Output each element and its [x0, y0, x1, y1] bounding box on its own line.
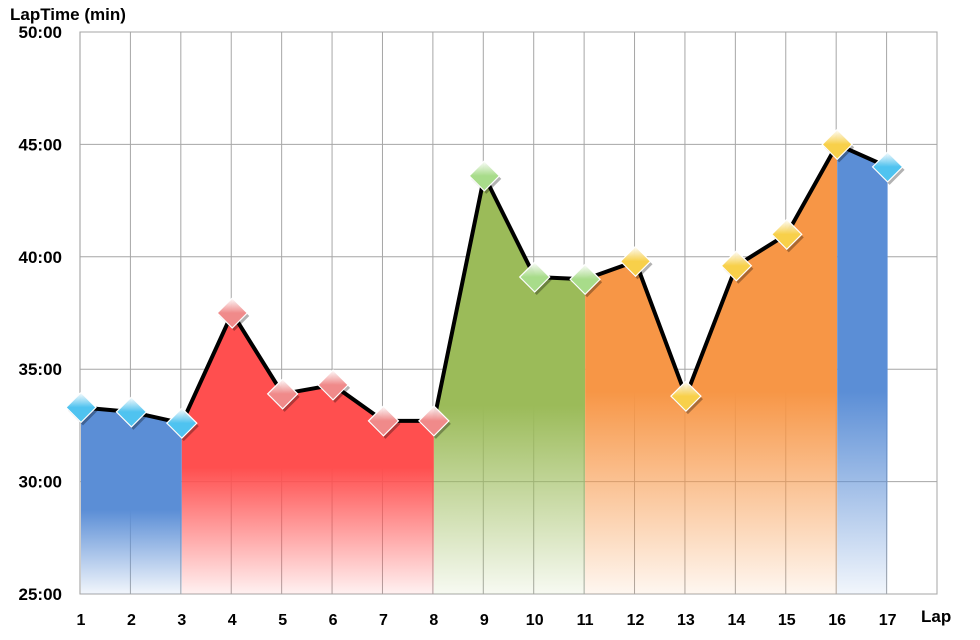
area-segment — [585, 144, 838, 594]
data-point-marker — [619, 245, 652, 278]
x-tick-label: 11 — [577, 612, 594, 629]
area-segment — [837, 144, 888, 594]
y-axis-title: LapTime (min) — [10, 5, 126, 24]
y-tick-label: 45:00 — [19, 135, 62, 154]
x-tick-label: 3 — [177, 612, 186, 629]
y-tick-label: 25:00 — [19, 585, 62, 604]
data-point-marker — [115, 396, 148, 428]
data-point-marker — [871, 151, 904, 183]
x-tick-label: 4 — [228, 612, 237, 629]
x-tick-label: 10 — [526, 612, 544, 629]
x-tick-label: 12 — [627, 612, 645, 629]
data-point-marker — [468, 160, 501, 192]
data-point-marker — [317, 369, 349, 401]
area-segment — [181, 313, 434, 594]
data-point-marker — [418, 405, 450, 437]
x-tick-label: 8 — [429, 612, 438, 629]
x-tick-label: 17 — [879, 612, 897, 629]
x-tick-label: 14 — [727, 612, 745, 629]
x-tick-label: 16 — [828, 612, 846, 629]
x-tick-label: 6 — [329, 612, 338, 629]
x-axis-title: Lap — [921, 607, 952, 626]
data-point-marker — [367, 405, 400, 437]
x-tick-label: 2 — [127, 612, 136, 629]
x-tick-label: 15 — [778, 612, 796, 629]
y-tick-label: 50:00 — [19, 23, 62, 42]
data-point-marker — [720, 249, 753, 282]
x-tick-label: 5 — [278, 612, 287, 629]
data-point-marker — [569, 263, 601, 296]
data-point-marker — [165, 407, 198, 440]
data-point-marker — [518, 261, 551, 293]
area-segment — [433, 175, 586, 594]
y-tick-label: 35:00 — [19, 360, 62, 379]
x-tick-label: 9 — [480, 612, 489, 629]
y-tick-label: 40:00 — [19, 248, 62, 267]
x-tick-label: 7 — [379, 612, 388, 629]
x-tick-label: 1 — [77, 612, 86, 629]
area-segment — [81, 407, 182, 594]
data-point-marker — [670, 380, 702, 413]
y-tick-label: 30:00 — [19, 473, 62, 492]
data-point-marker — [821, 128, 854, 161]
data-point-marker — [266, 378, 299, 410]
data-point-marker — [65, 391, 97, 424]
data-point-marker — [216, 297, 249, 329]
data-point-marker — [770, 218, 803, 251]
x-tick-label: 13 — [677, 612, 695, 629]
